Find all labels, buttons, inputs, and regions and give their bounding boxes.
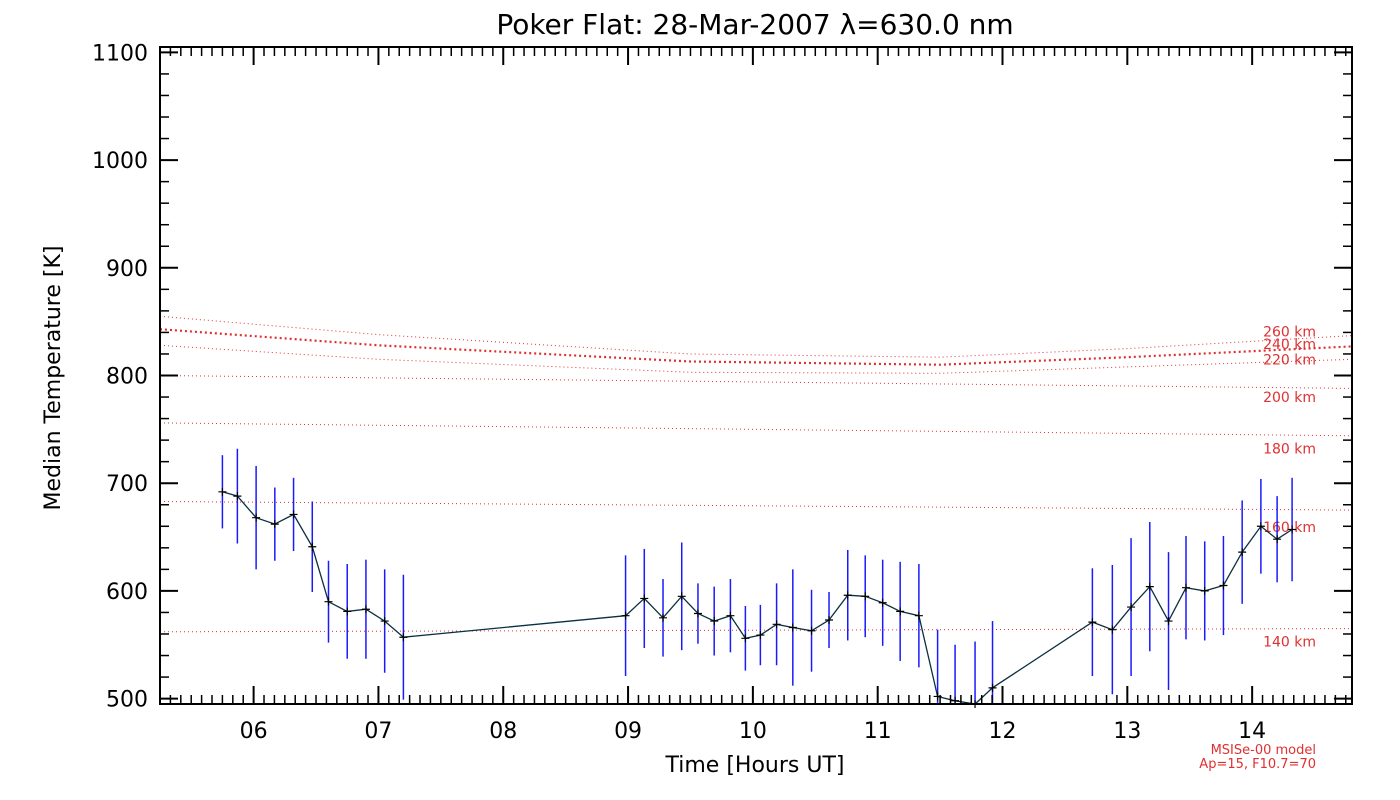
data-point (988, 683, 997, 692)
x-tick-label: 09 (614, 719, 642, 744)
data-point (270, 520, 279, 529)
data-point (861, 592, 870, 601)
data-point (399, 633, 408, 642)
data-point (1088, 618, 1097, 627)
chart-title: Poker Flat: 28-Mar-2007 λ=630.0 nm (496, 8, 1013, 41)
model-curve-220-km (159, 344, 1353, 374)
data-point (825, 615, 834, 624)
data-point (1288, 525, 1297, 534)
model-curve-label: 220 km (1263, 353, 1316, 369)
model-curve-160-km (159, 501, 1353, 511)
data-point (914, 611, 923, 620)
x-tick-label: 11 (864, 719, 892, 744)
data-point (1127, 603, 1136, 612)
data-point (677, 592, 686, 601)
data-point (788, 623, 797, 632)
x-tick-label: 12 (989, 719, 1017, 744)
plot-frame (159, 46, 1353, 705)
data-point (772, 620, 781, 629)
model-curve-label: 200 km (1263, 390, 1316, 406)
data-point (289, 510, 298, 519)
model-curve-140-km (159, 628, 1353, 633)
data-point (1273, 535, 1282, 544)
data-point (756, 631, 765, 640)
y-axis-label: Median Temperature [K] (41, 246, 66, 511)
data-point (218, 487, 227, 496)
model-curve-label: 260 km (1263, 325, 1316, 341)
x-tick-label: 08 (489, 719, 517, 744)
data-point (640, 594, 649, 603)
data-point (324, 597, 333, 606)
model-curve-label: 140 km (1263, 635, 1316, 651)
data-point (843, 591, 852, 600)
y-tick-label: 600 (106, 580, 148, 605)
data-point (896, 607, 905, 616)
data-point (621, 611, 630, 620)
data-point (693, 609, 702, 618)
x-tick-label: 07 (364, 719, 392, 744)
data-point (361, 605, 370, 614)
data-point (741, 634, 750, 643)
data-point (1238, 548, 1247, 557)
model-curve-label: 160 km (1263, 520, 1316, 536)
y-tick-label: 1100 (92, 41, 148, 66)
data-point (726, 611, 735, 620)
data-point (343, 607, 352, 616)
data-point (252, 513, 261, 522)
model-note-line-2: Ap=15, F10.7=70 (1199, 757, 1316, 772)
model-curve-260-km (159, 315, 1353, 358)
data-point (308, 542, 317, 551)
y-tick-label: 800 (106, 365, 148, 390)
model-curve-240-km (159, 328, 1353, 366)
x-tick-label: 06 (240, 719, 268, 744)
model-curve-200-km (159, 375, 1353, 389)
data-point (1200, 586, 1209, 595)
data-point (1108, 625, 1117, 634)
data-point (807, 626, 816, 635)
data-point (1219, 581, 1228, 590)
data-point (659, 613, 668, 622)
data-point (1181, 583, 1190, 592)
data-point (878, 598, 887, 607)
y-tick-label: 500 (106, 688, 148, 713)
y-tick-label: 700 (106, 472, 148, 497)
data-point (710, 617, 719, 626)
data-point (1145, 582, 1154, 591)
model-curve-180-km (159, 422, 1353, 437)
model-note-line-1: MSISe-00 model (1211, 743, 1316, 758)
data-point (233, 492, 242, 501)
axes-layer: 06 07 08 09 10 11 12 13 14 500 600 700 800 900 1000 110… (92, 41, 1353, 744)
y-tick-label: 1000 (92, 149, 148, 174)
data-point (1256, 522, 1265, 531)
model-curve-label: 180 km (1263, 441, 1316, 457)
data-point (380, 617, 389, 626)
x-axis-label: Time [Hours UT] (665, 753, 845, 778)
data-point (1164, 617, 1173, 626)
x-tick-label: 10 (739, 719, 767, 744)
model-curve-label: 240 km (1263, 337, 1316, 353)
x-tick-label: 13 (1113, 719, 1141, 744)
y-tick-label: 900 (106, 257, 148, 282)
data-layer (218, 448, 1297, 708)
x-tick-label: 14 (1238, 719, 1266, 744)
